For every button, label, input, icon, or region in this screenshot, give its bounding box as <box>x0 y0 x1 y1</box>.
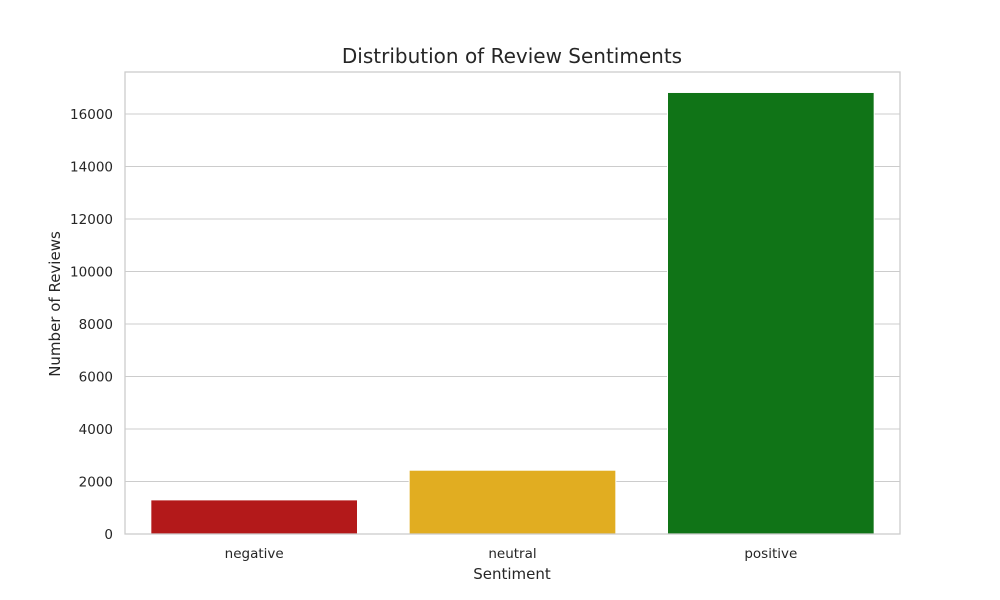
bar-neutral <box>408 469 617 535</box>
y-tick-label: 0 <box>104 527 113 543</box>
x-tick-label-negative: negative <box>225 546 284 562</box>
x-tick-label-positive: positive <box>744 546 797 562</box>
gridlines <box>125 113 900 535</box>
bars <box>150 91 875 535</box>
x-tick-labels: negative neutral positive <box>225 546 798 562</box>
y-tick-label: 14000 <box>70 160 113 176</box>
chart-title: Distribution of Review Sentiments <box>342 44 682 68</box>
y-tick-label: 10000 <box>70 265 113 281</box>
y-tick-labels: 0 2000 4000 6000 8000 10000 12000 14000 16000 <box>70 107 113 543</box>
y-tick-label: 8000 <box>79 317 113 333</box>
plot-frame <box>124 71 901 535</box>
y-tick-label: 12000 <box>70 212 113 228</box>
y-tick-label: 2000 <box>79 475 113 491</box>
y-tick-label: 16000 <box>70 107 113 123</box>
bar-positive <box>667 91 875 535</box>
y-tick-label: 6000 <box>79 370 113 386</box>
y-tick-label: 4000 <box>79 422 113 438</box>
bar-negative <box>150 499 358 535</box>
y-axis-label: Number of Reviews <box>46 231 64 377</box>
x-axis-label: Sentiment <box>473 565 551 583</box>
x-tick-label-neutral: neutral <box>488 546 536 562</box>
